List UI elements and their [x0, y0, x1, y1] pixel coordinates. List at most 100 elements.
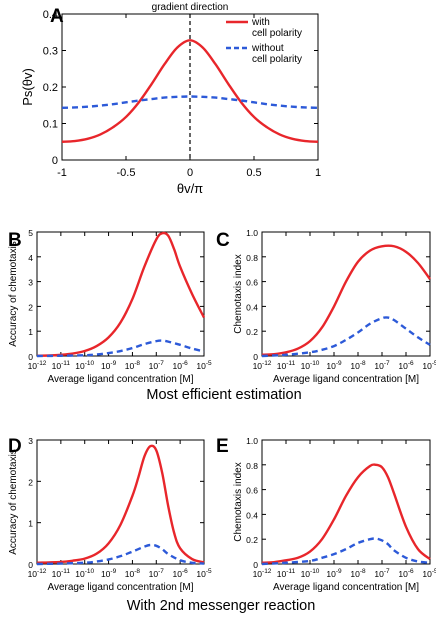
- x-tick-label: 10-7: [374, 360, 390, 371]
- y-tick-label: 2: [28, 477, 33, 487]
- y-tick-label: 0.2: [246, 327, 258, 337]
- panel-e: E 0 0.2 0.4 0.6 0.8 1.0 10-12 10-11 10-10 10-9 10-8…: [216, 436, 436, 593]
- plot-frame: [36, 439, 205, 565]
- legend-label: without: [251, 43, 284, 54]
- y-tick-label: 0.6: [246, 486, 258, 496]
- y-tick-label: 4: [28, 253, 33, 263]
- y-tick-label: 0.2: [246, 535, 258, 545]
- x-tick-label: 10-6: [173, 568, 189, 579]
- plot-frame: [36, 231, 205, 357]
- y-tick-label: 1: [28, 327, 33, 337]
- y-tick-label: 1.0: [246, 228, 258, 238]
- y-tick-label: 0: [253, 352, 258, 362]
- x-tick-label: 10-9: [326, 568, 342, 579]
- x-tick-label: 10-10: [301, 568, 320, 579]
- y-tick-label: 0: [28, 352, 33, 362]
- x-tick-label: 10-7: [374, 568, 390, 579]
- series-line-with-polarity: [61, 39, 319, 143]
- series-line-without-polarity: [261, 537, 431, 566]
- panel-b: B 0 1 2 3 4 5 10-12 10-11 10-10 10-9 10-8 10-7 10-6 10…: [8, 228, 212, 385]
- y-tick-label: 0: [28, 560, 33, 570]
- series-line-with-polarity: [261, 244, 431, 356]
- panel-letter-e: E: [216, 436, 229, 457]
- panel-letter-a: A: [50, 6, 64, 27]
- y-tick-label: 0.6: [246, 278, 258, 288]
- y-axis-title: Ps(θv): [20, 68, 35, 106]
- x-tick-label: 10-8: [125, 568, 141, 579]
- y-tick-label: 3: [28, 436, 33, 446]
- x-tick-label: 10-11: [277, 568, 296, 579]
- y-tick-label: 0: [253, 560, 258, 570]
- x-tick-label: 10-9: [326, 360, 342, 371]
- x-axis-title: Average ligand concentration [M]: [273, 374, 419, 385]
- y-axis-title: Chemotaxis index: [233, 462, 244, 541]
- legend-label: cell polarity: [252, 54, 302, 65]
- panel-d: D 0 1 2 3 10-12 10-11 10-10 10-9 10-8 10-7 10-6 10-5…: [8, 436, 212, 593]
- y-tick-label: 2: [28, 302, 33, 312]
- y-tick-label: 0.3: [43, 46, 58, 58]
- x-tick-label: 10-6: [398, 568, 414, 579]
- series-line-with-polarity: [36, 231, 206, 357]
- y-tick-label: 5: [28, 228, 33, 238]
- x-tick-label: 10-12: [28, 568, 47, 579]
- panel-letter-c: C: [216, 230, 230, 251]
- y-tick-label: 0.4: [246, 302, 258, 312]
- x-tick-label: 10-12: [28, 360, 47, 371]
- x-tick-label: 10-8: [350, 360, 366, 371]
- y-tick-label: 0.4: [43, 9, 58, 21]
- x-tick-label: 10-12: [253, 360, 272, 371]
- panel-c: C 0 0.2 0.4 0.6 0.8 1.0 10-12 10-11 10-10 10-9 10-8…: [216, 228, 436, 385]
- x-tick-label: 0.5: [246, 167, 261, 179]
- x-tick-label: 10-11: [52, 568, 71, 579]
- y-tick-label: 0.1: [43, 119, 58, 131]
- x-tick-label: -0.5: [117, 167, 136, 179]
- caption-most-efficient-estimation: Most efficient estimation: [146, 387, 301, 403]
- plot-frame: [261, 439, 431, 565]
- x-tick-label: 10-6: [398, 360, 414, 371]
- x-axis-title: Average ligand concentration [M]: [273, 582, 419, 593]
- x-tick-label: 10-7: [149, 360, 165, 371]
- panels: A 0 0.1 0.2 0.3 0.4 -1 -0.5 0 0.5 1 Ps(θv) θv/π gradi…: [8, 2, 436, 593]
- x-axis-title: Average ligand concentration [M]: [47, 374, 193, 385]
- x-tick-label: 10-10: [301, 360, 320, 371]
- series-line-without-polarity: [61, 95, 319, 110]
- panel-letter-b: B: [8, 230, 22, 251]
- x-tick-label: 10-10: [75, 360, 94, 371]
- series-line-with-polarity: [36, 444, 205, 564]
- x-axis-title: θv/π: [177, 181, 203, 196]
- series-line-without-polarity: [36, 543, 205, 566]
- x-tick-label: 10-11: [277, 360, 296, 371]
- y-tick-label: 0.8: [246, 253, 258, 263]
- x-tick-label: 10-9: [101, 360, 117, 371]
- y-tick-label: 0.4: [246, 510, 258, 520]
- y-tick-label: 0.2: [43, 82, 58, 94]
- legend-label: cell polarity: [252, 28, 302, 39]
- plot-frame: [261, 231, 431, 357]
- x-axis-title: Average ligand concentration [M]: [47, 582, 193, 593]
- y-tick-label: 1.0: [246, 436, 258, 446]
- x-tick-label: 1: [315, 167, 321, 179]
- series-line-with-polarity: [261, 463, 431, 564]
- x-tick-label: 10-10: [75, 568, 94, 579]
- gradient-direction-label: gradient direction: [152, 2, 229, 13]
- x-tick-label: 10-8: [125, 360, 141, 371]
- y-axis-title: Accuracy of chemotaxis: [8, 241, 19, 347]
- y-tick-label: 1: [28, 519, 33, 529]
- x-tick-label: 10-5: [422, 568, 436, 579]
- x-tick-label: -1: [57, 167, 67, 179]
- legend-label: with: [251, 17, 270, 28]
- panel-letter-d: D: [8, 436, 22, 457]
- x-tick-label: 0: [187, 167, 193, 179]
- y-tick-label: 3: [28, 278, 33, 288]
- x-tick-label: 10-5: [196, 360, 212, 371]
- x-tick-label: 10-11: [52, 360, 71, 371]
- x-tick-label: 10-9: [101, 568, 117, 579]
- x-tick-label: 10-7: [149, 568, 165, 579]
- series-line-without-polarity: [36, 339, 205, 358]
- caption-with-2nd-messenger-reaction: With 2nd messenger reaction: [127, 598, 316, 614]
- y-axis-title: Chemotaxis index: [233, 254, 244, 333]
- x-tick-label: 10-8: [350, 568, 366, 579]
- x-tick-label: 10-5: [422, 360, 436, 371]
- y-tick-label: 0: [52, 155, 58, 167]
